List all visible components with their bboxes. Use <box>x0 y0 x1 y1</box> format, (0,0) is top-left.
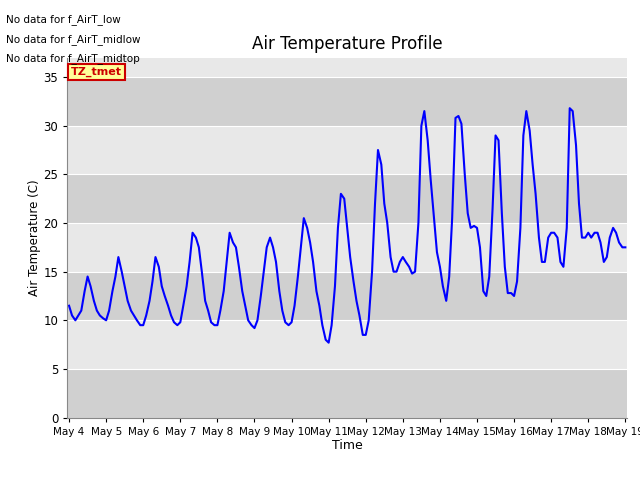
Y-axis label: Air Temperature (C): Air Temperature (C) <box>28 180 40 296</box>
Bar <box>67 174 627 223</box>
Text: No data for f_AirT_midtop: No data for f_AirT_midtop <box>6 53 140 64</box>
Bar <box>67 369 627 418</box>
Bar <box>67 272 627 320</box>
Text: TZ_tmet: TZ_tmet <box>71 67 122 77</box>
Bar <box>67 223 627 272</box>
X-axis label: Time: Time <box>332 439 363 453</box>
Bar <box>67 126 627 174</box>
Title: Air Temperature Profile: Air Temperature Profile <box>252 35 442 53</box>
Bar <box>67 320 627 369</box>
Text: No data for f_AirT_midlow: No data for f_AirT_midlow <box>6 34 141 45</box>
Text: No data for f_AirT_low: No data for f_AirT_low <box>6 14 121 25</box>
Bar <box>67 77 627 126</box>
